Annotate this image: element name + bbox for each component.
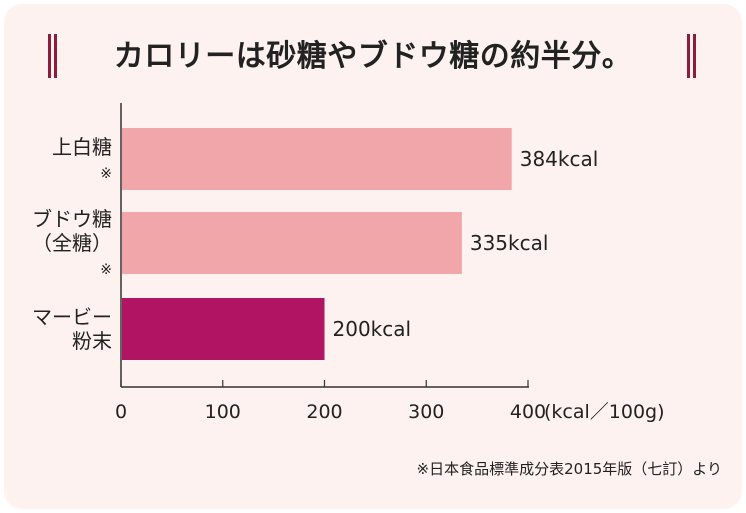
title-left-bar-outer — [48, 34, 51, 78]
x-tick-label: 300 — [408, 401, 444, 423]
category-label: ※ — [100, 262, 112, 278]
category-label: ブドウ糖 — [32, 207, 112, 231]
x-tick-label: 100 — [205, 401, 241, 423]
category-label: 上白糖 — [52, 135, 112, 159]
x-tick-label: 400 — [510, 401, 546, 423]
title-right-bar-outer — [693, 34, 696, 78]
x-axis-unit-label: (kcal／100g) — [544, 401, 665, 423]
category-label: ※ — [100, 166, 112, 182]
bar — [122, 212, 462, 274]
title-right-bar-inner — [687, 34, 690, 78]
x-tick-label: 0 — [115, 401, 127, 423]
category-label: （全糖） — [32, 231, 112, 255]
title-left-bar-inner — [54, 34, 57, 78]
category-label: マービー — [32, 305, 112, 329]
bar-value-label: 335kcal — [470, 231, 549, 255]
x-tick-label: 200 — [306, 401, 342, 423]
bar-value-label: 384kcal — [520, 147, 599, 171]
category-label: 粉末 — [72, 329, 112, 353]
bar-value-label: 200kcal — [333, 317, 412, 341]
bar — [122, 298, 325, 360]
bar — [122, 128, 512, 190]
chart-title: カロリーは砂糖やブドウ糖の約半分。 — [113, 39, 633, 74]
source-note: ※日本食品標準成分表2015年版（七訂）より — [416, 460, 722, 478]
